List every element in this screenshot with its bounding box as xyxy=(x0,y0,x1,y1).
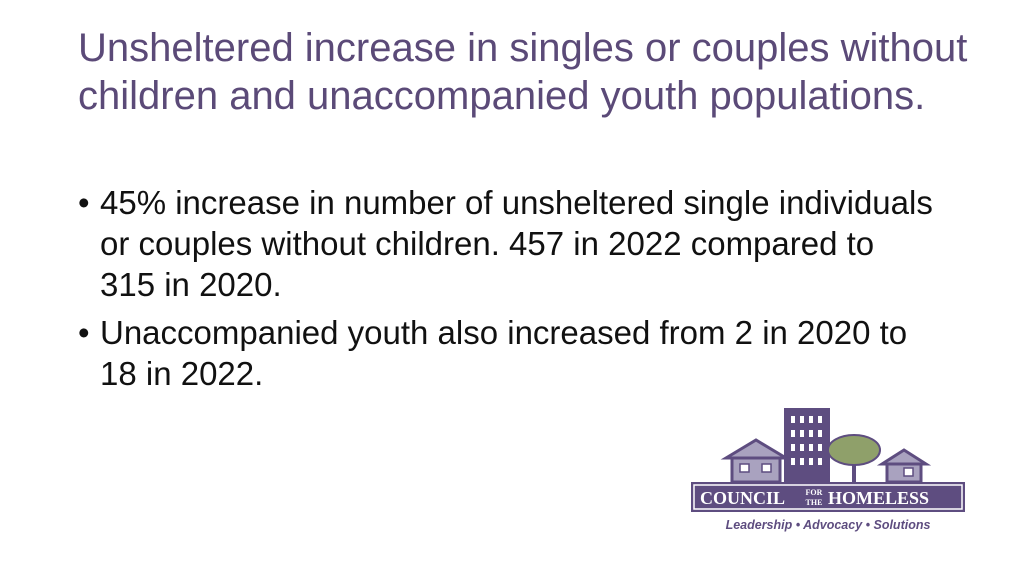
logo-name-the: THE xyxy=(806,498,823,507)
bullet-item: • Unaccompanied youth also increased fro… xyxy=(78,312,938,394)
bullet-dot: • xyxy=(78,184,90,221)
bullet-item: • 45% increase in number of unsheltered … xyxy=(78,182,938,305)
bullet-text: 45% increase in number of unsheltered si… xyxy=(100,184,933,303)
bullet-list: • 45% increase in number of unsheltered … xyxy=(78,182,938,401)
logo-tagline: Leadership • Advocacy • Solutions xyxy=(726,518,931,532)
logo-name-right: HOMELESS xyxy=(828,488,929,508)
slide-title: Unsheltered increase in singles or coupl… xyxy=(78,26,968,118)
building-icon xyxy=(784,408,830,482)
logo-name-for: FOR xyxy=(806,488,823,497)
tree-icon xyxy=(827,434,881,482)
bullet-text: Unaccompanied youth also increased from … xyxy=(100,314,908,392)
council-for-the-homeless-logo: COUNCIL FOR THE HOMELESS Leadership • Ad… xyxy=(691,408,965,532)
house-icon xyxy=(876,448,932,484)
house-icon xyxy=(720,438,792,484)
logo-name-left: COUNCIL xyxy=(700,488,785,508)
bullet-dot: • xyxy=(78,314,90,351)
